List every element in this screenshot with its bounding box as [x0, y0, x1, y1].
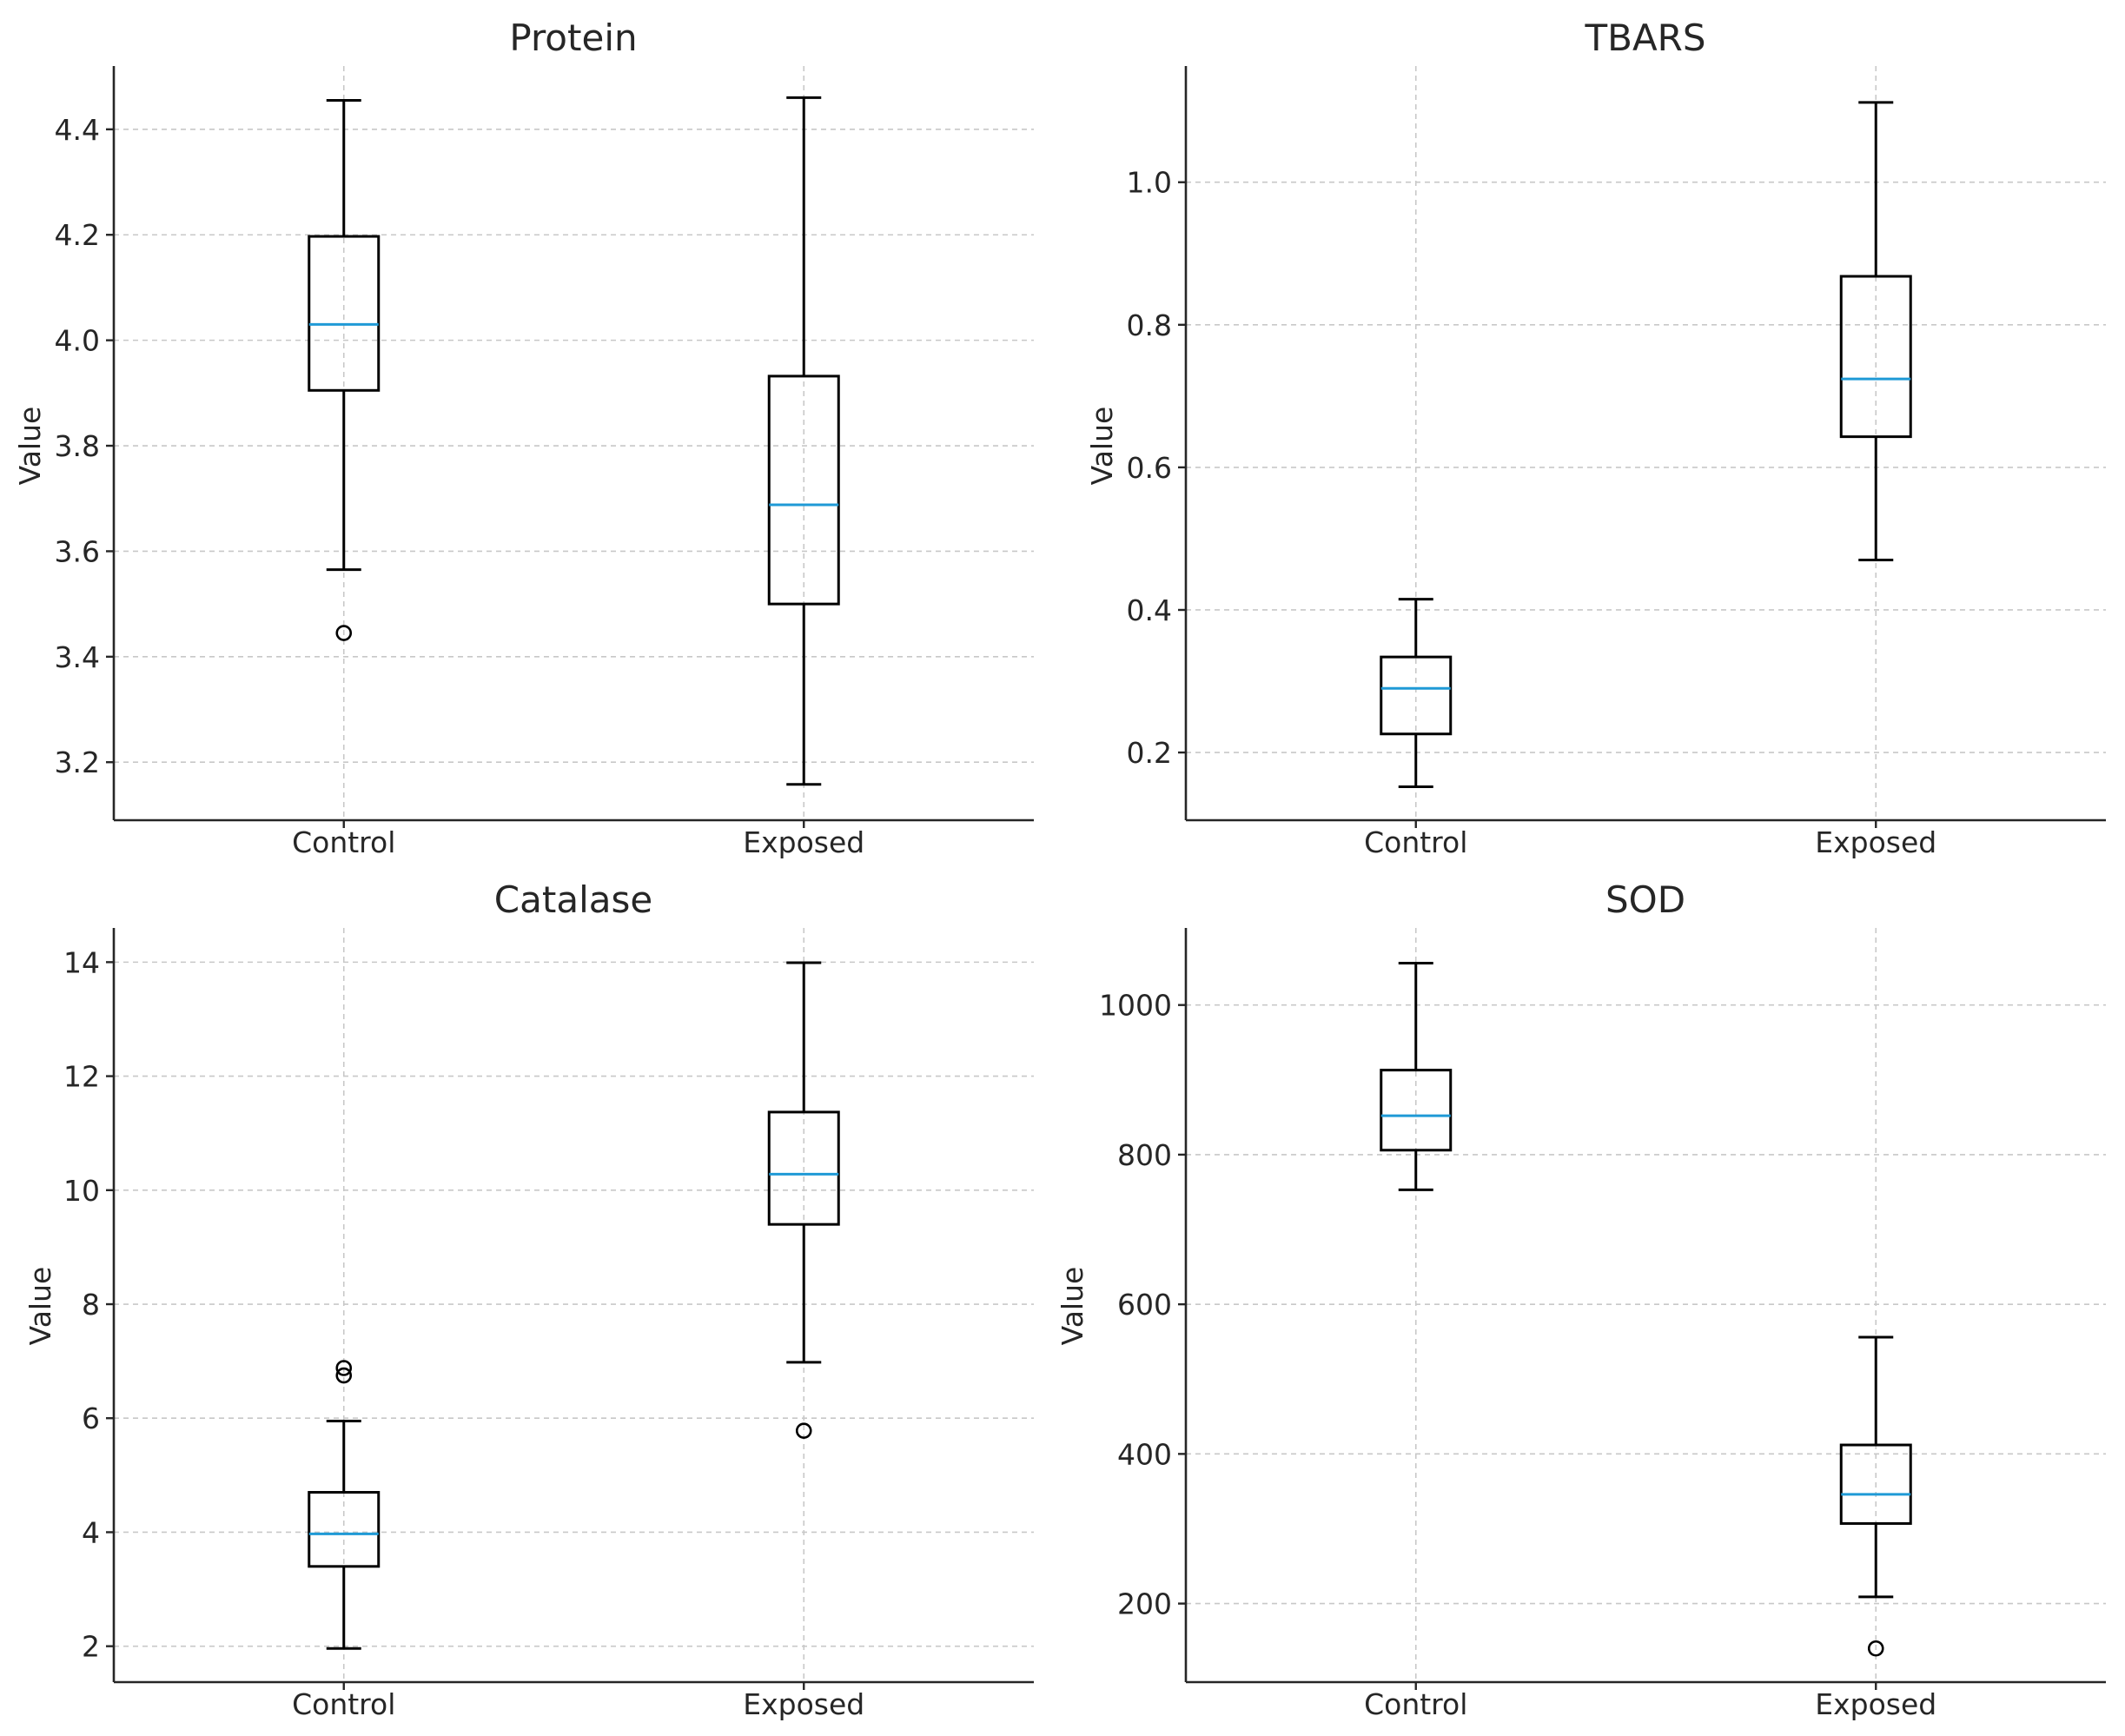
- y-tick-label: 0.8: [1127, 308, 1172, 342]
- outlier-point-exposed: [795, 1422, 812, 1439]
- box-exposed: [767, 374, 840, 606]
- y-tick-label: 800: [1117, 1138, 1172, 1172]
- y-tick-label: 3.6: [55, 534, 100, 568]
- outlier-point-control: [335, 625, 353, 641]
- y-tick-label: 4.2: [55, 218, 100, 252]
- subplot-sod: SOD 200 400 600 800 1000 Control Exposed Value: [1056, 878, 2106, 1721]
- x-tick-label: Control: [292, 825, 395, 859]
- x-tick-label: Exposed: [1815, 1687, 1936, 1721]
- x-tick-label: Exposed: [1815, 825, 1936, 859]
- y-tick-label: 0.2: [1127, 736, 1172, 770]
- y-tick-label: 3.8: [55, 429, 100, 463]
- box-control: [308, 1491, 381, 1568]
- outlier-point-control: [335, 1367, 353, 1384]
- y-tick-label: 10: [63, 1174, 100, 1208]
- chart-title: TBARS: [1584, 17, 1705, 59]
- y-tick-label: 4.4: [55, 113, 100, 147]
- x-tick-label: Control: [1364, 1687, 1467, 1721]
- y-tick-label: 400: [1117, 1437, 1172, 1471]
- y-tick-label: 0.6: [1127, 451, 1172, 485]
- outlier-point-control: [335, 1360, 353, 1376]
- subplot-protein: Protein 3.2 3.4 3.6 3.8 4.0 4.2 4.4 Control Expo…: [13, 17, 1034, 859]
- y-tick-label: 0.4: [1127, 593, 1172, 627]
- y-tick-label: 2: [82, 1630, 100, 1664]
- chart-title: SOD: [1605, 878, 1685, 921]
- box-exposed: [767, 1110, 840, 1226]
- x-tick-label: Exposed: [743, 825, 864, 859]
- box-exposed: [1839, 275, 1912, 439]
- y-tick-label: 1000: [1099, 989, 1172, 1023]
- y-tick-label: 4.0: [55, 324, 100, 358]
- x-tick-label: Control: [292, 1687, 395, 1721]
- y-tick-label: 3.4: [55, 640, 100, 674]
- y-tick-label: 4: [82, 1515, 100, 1549]
- box-control: [308, 235, 381, 392]
- y-tick-label: 600: [1117, 1288, 1172, 1322]
- y-axis-label: Value: [13, 407, 47, 486]
- y-axis-label: Value: [23, 1267, 57, 1346]
- chart-title: Catalase: [494, 878, 652, 921]
- chart-title: Protein: [509, 17, 637, 59]
- box-control: [1380, 655, 1453, 736]
- y-axis-label: Value: [1085, 407, 1119, 486]
- y-tick-label: 8: [82, 1288, 100, 1322]
- y-tick-label: 14: [63, 945, 100, 979]
- y-tick-label: 1.0: [1127, 166, 1172, 200]
- box-control: [1380, 1069, 1453, 1152]
- outlier-point-exposed: [1867, 1640, 1884, 1657]
- y-tick-label: 12: [63, 1060, 100, 1094]
- subplot-catalase: Catalase 2 4 6 8 10 12 14 Control Exposed Value: [23, 878, 1034, 1721]
- y-axis-label: Value: [1056, 1267, 1089, 1346]
- y-tick-label: 6: [82, 1401, 100, 1435]
- subplot-tbars: TBARS 0.2 0.4 0.6 0.8 1.0 Control Exposed Valu…: [1085, 17, 2106, 859]
- y-tick-label: 3.2: [55, 745, 100, 779]
- x-tick-label: Exposed: [743, 1687, 864, 1721]
- y-tick-label: 200: [1117, 1587, 1172, 1621]
- box-exposed: [1839, 1443, 1912, 1525]
- x-tick-label: Control: [1364, 825, 1467, 859]
